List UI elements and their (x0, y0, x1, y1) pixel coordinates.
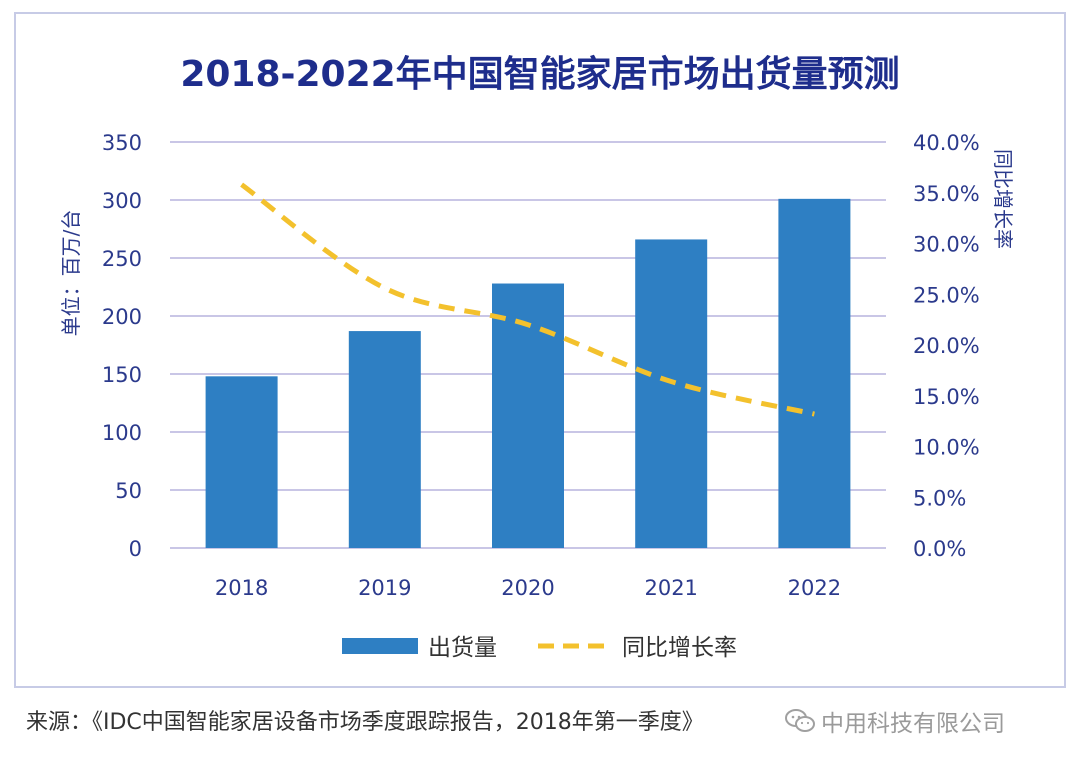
y-right-tick-label: 40.0% (913, 131, 980, 155)
x-tick-label: 2022 (788, 576, 841, 600)
y-right-tick-label: 10.0% (913, 436, 980, 460)
legend-swatch-bar (342, 638, 418, 654)
y-left-tick-label: 350 (102, 131, 142, 155)
chart-frame: 2018-2022年中国智能家居市场出货量预测 0 50 100 150 200 250 30… (14, 12, 1066, 688)
y-left-tick-label: 250 (102, 247, 142, 271)
y-left-tick-label: 100 (102, 421, 142, 445)
bar-2022 (778, 198, 851, 548)
watermark-text: 中用科技有限公司 (821, 711, 1005, 737)
legend-label-bar: 出货量 (428, 635, 497, 661)
bar-2020 (492, 283, 564, 548)
wechat-icon (785, 709, 815, 732)
y-right-tick-label: 35.0% (913, 182, 980, 206)
bar-2018 (205, 376, 278, 548)
y-left-tick-label: 300 (102, 189, 142, 213)
y-right-tick-label: 15.0% (913, 385, 980, 409)
y-right-tick-label: 0.0% (913, 537, 966, 561)
x-tick-label: 2019 (358, 576, 411, 600)
watermark: 中用科技有限公司 (785, 704, 1005, 738)
x-tick-label: 2018 (215, 576, 268, 600)
y-left-tick-label: 0 (129, 537, 142, 561)
y-right-tick-label: 5.0% (913, 486, 966, 510)
source-note: 来源：《IDC中国智能家居设备市场季度跟踪报告，2018年第一季度》 (26, 710, 704, 735)
y-left-axis-label: 单位：百万/台 (59, 210, 83, 337)
x-tick-label: 2020 (501, 576, 554, 600)
bar-2019 (348, 331, 421, 548)
y-left-tick-label: 200 (102, 305, 142, 329)
y-left-tick-label: 150 (102, 363, 142, 387)
chart-title: 2018-2022年中国智能家居市场出货量预测 (180, 54, 899, 95)
x-tick-label: 2021 (644, 576, 697, 600)
bar-2021 (635, 239, 708, 548)
legend-label-line: 同比增长率 (622, 635, 737, 661)
y-right-tick-label: 30.0% (913, 233, 980, 257)
y-left-tick-label: 50 (115, 479, 142, 503)
y-right-tick-label: 20.0% (913, 334, 980, 358)
combo-chart: 2018-2022年中国智能家居市场出货量预测 0 50 100 150 200 250 30… (59, 54, 1015, 661)
y-right-axis-label: 同比增长率 (991, 149, 1015, 249)
y-right-tick-label: 25.0% (913, 283, 980, 307)
